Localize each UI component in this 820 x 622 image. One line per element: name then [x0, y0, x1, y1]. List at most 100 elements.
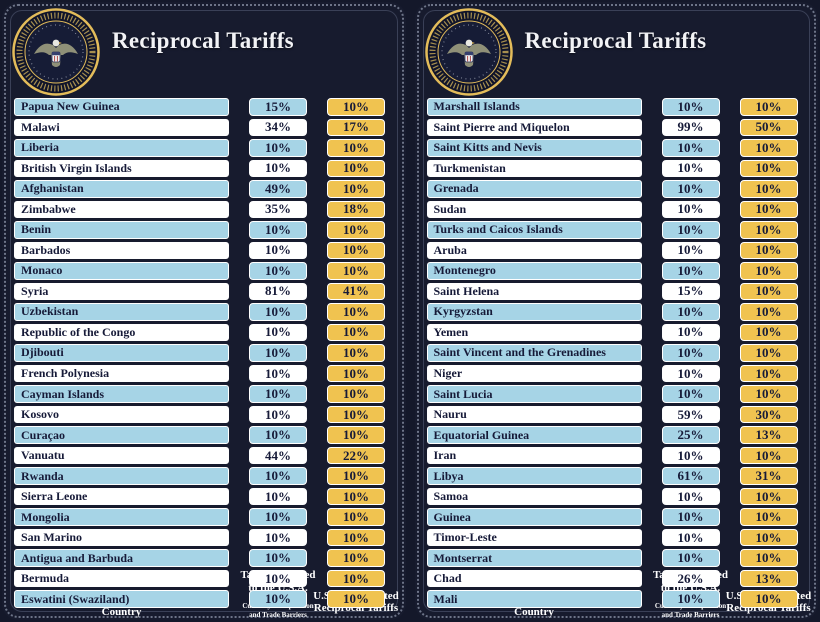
discounted-cell: 10% [739, 241, 798, 260]
discounted-cell: 10% [327, 569, 385, 588]
column-header-country: Country [101, 606, 142, 618]
country-cell: Benin [14, 221, 229, 239]
table-row: Grenada 10% 10% [426, 180, 813, 198]
charged-cell: 10% [249, 303, 307, 321]
discounted-cell: 10% [327, 159, 385, 178]
discounted-cell: 10% [327, 426, 385, 444]
country-cell: Turkmenistan [426, 159, 642, 178]
charged-cell: 25% [661, 426, 720, 444]
country-cell: Libya [426, 467, 642, 485]
charged-cell: 10% [249, 221, 307, 239]
table-row: Saint Kitts and Nevis 10% 10% [426, 139, 813, 157]
charged-cell: 10% [249, 323, 307, 342]
table-row: San Marino 10% 10% [14, 528, 400, 547]
discounted-cell: 10% [739, 221, 798, 239]
country-cell: Afghanistan [14, 180, 229, 198]
table-row: Afghanistan 49% 10% [14, 180, 400, 198]
discounted-cell: 10% [327, 508, 385, 526]
charged-cell: 10% [249, 241, 307, 260]
discounted-cell: 10% [739, 159, 798, 178]
charged-cell: 10% [661, 221, 720, 239]
charged-cell: 35% [249, 200, 307, 219]
table-row: Rwanda 10% 10% [14, 467, 400, 485]
charged-cell: 15% [249, 98, 307, 116]
discounted-cell: 10% [739, 262, 798, 280]
charged-cell: 10% [661, 385, 720, 403]
charged-sub-line3: and Trade Barriers [661, 610, 720, 619]
discounted-cell: 31% [739, 467, 798, 485]
charged-cell: 59% [661, 405, 720, 424]
discounted-cell: 13% [739, 426, 798, 444]
country-cell: Liberia [14, 139, 229, 157]
country-cell: Zimbabwe [14, 200, 229, 219]
charged-cell: 10% [249, 262, 307, 280]
discounted-cell: 10% [327, 303, 385, 321]
charged-cell: 10% [661, 528, 720, 547]
charged-cell: 34% [249, 118, 307, 137]
table-row: Djibouti 10% 10% [14, 344, 400, 362]
country-cell: Eswatini (Swaziland) [14, 590, 229, 608]
table-row: Sierra Leone 10% 10% [14, 487, 400, 506]
country-cell: Nauru [426, 405, 642, 424]
table-row: Syria 81% 41% [14, 282, 400, 301]
table-row: Vanuatu 44% 22% [14, 446, 400, 465]
table-row: Niger 10% 10% [426, 364, 813, 383]
discounted-cell: 10% [739, 508, 798, 526]
country-cell: Sierra Leone [14, 487, 229, 506]
table-row: Equatorial Guinea 25% 13% [426, 426, 813, 444]
country-cell: Mongolia [14, 508, 229, 526]
table-row: Yemen 10% 10% [426, 323, 813, 342]
discounted-cell: 10% [327, 528, 385, 547]
charged-cell: 10% [661, 303, 720, 321]
country-cell: Grenada [426, 180, 642, 198]
discounted-cell: 17% [327, 118, 385, 137]
charged-cell: 10% [249, 426, 307, 444]
charged-cell: 10% [249, 569, 307, 588]
discounted-cell: 10% [739, 364, 798, 383]
table-row: Chad 26% 13% [426, 569, 813, 588]
country-cell: Monaco [14, 262, 229, 280]
discounted-cell: 10% [739, 528, 798, 547]
country-cell: Yemen [426, 323, 642, 342]
table-row: Kyrgyzstan 10% 10% [426, 303, 813, 321]
table-row: Saint Pierre and Miquelon 99% 50% [426, 118, 813, 137]
country-cell: Antigua and Barbuda [14, 549, 229, 567]
discounted-cell: 10% [327, 487, 385, 506]
presidential-seal-icon [424, 8, 513, 96]
country-cell: Aruba [426, 241, 642, 260]
discounted-cell: 10% [327, 467, 385, 485]
country-cell: Barbados [14, 241, 229, 260]
country-cell: Syria [14, 282, 229, 301]
country-cell: Cayman Islands [14, 385, 229, 403]
charged-cell: 10% [661, 139, 720, 157]
table-row: Republic of the Congo 10% 10% [14, 323, 400, 342]
panel-title: Reciprocal Tariffs [112, 28, 294, 53]
table-row: British Virgin Islands 10% 10% [14, 159, 400, 178]
country-cell: Kyrgyzstan [426, 303, 642, 321]
charged-cell: 15% [661, 282, 720, 301]
charged-cell: 10% [249, 549, 307, 567]
charged-cell: 10% [661, 508, 720, 526]
charged-cell: 10% [661, 200, 720, 219]
table-row: Aruba 10% 10% [426, 241, 813, 260]
charged-cell: 10% [661, 98, 720, 116]
country-cell: British Virgin Islands [14, 159, 229, 178]
table-row: Saint Vincent and the Grenadines 10% 10% [426, 344, 813, 362]
charged-cell: 61% [661, 467, 720, 485]
charged-cell: 10% [661, 446, 720, 465]
discounted-cell: 10% [739, 303, 798, 321]
charged-sub-line3: and Trade Barriers [249, 610, 307, 619]
charged-cell: 44% [249, 446, 307, 465]
country-cell: Saint Lucia [426, 385, 642, 403]
discounted-cell: 30% [739, 405, 798, 424]
table-row: Cayman Islands 10% 10% [14, 385, 400, 403]
discounted-cell: 10% [739, 98, 798, 116]
discounted-cell: 10% [739, 446, 798, 465]
country-cell: Uzbekistan [14, 303, 229, 321]
country-cell: Montenegro [426, 262, 642, 280]
charged-cell: 10% [249, 159, 307, 178]
country-cell: Niger [426, 364, 642, 383]
discounted-cell: 10% [739, 200, 798, 219]
charged-cell: 10% [661, 241, 720, 260]
